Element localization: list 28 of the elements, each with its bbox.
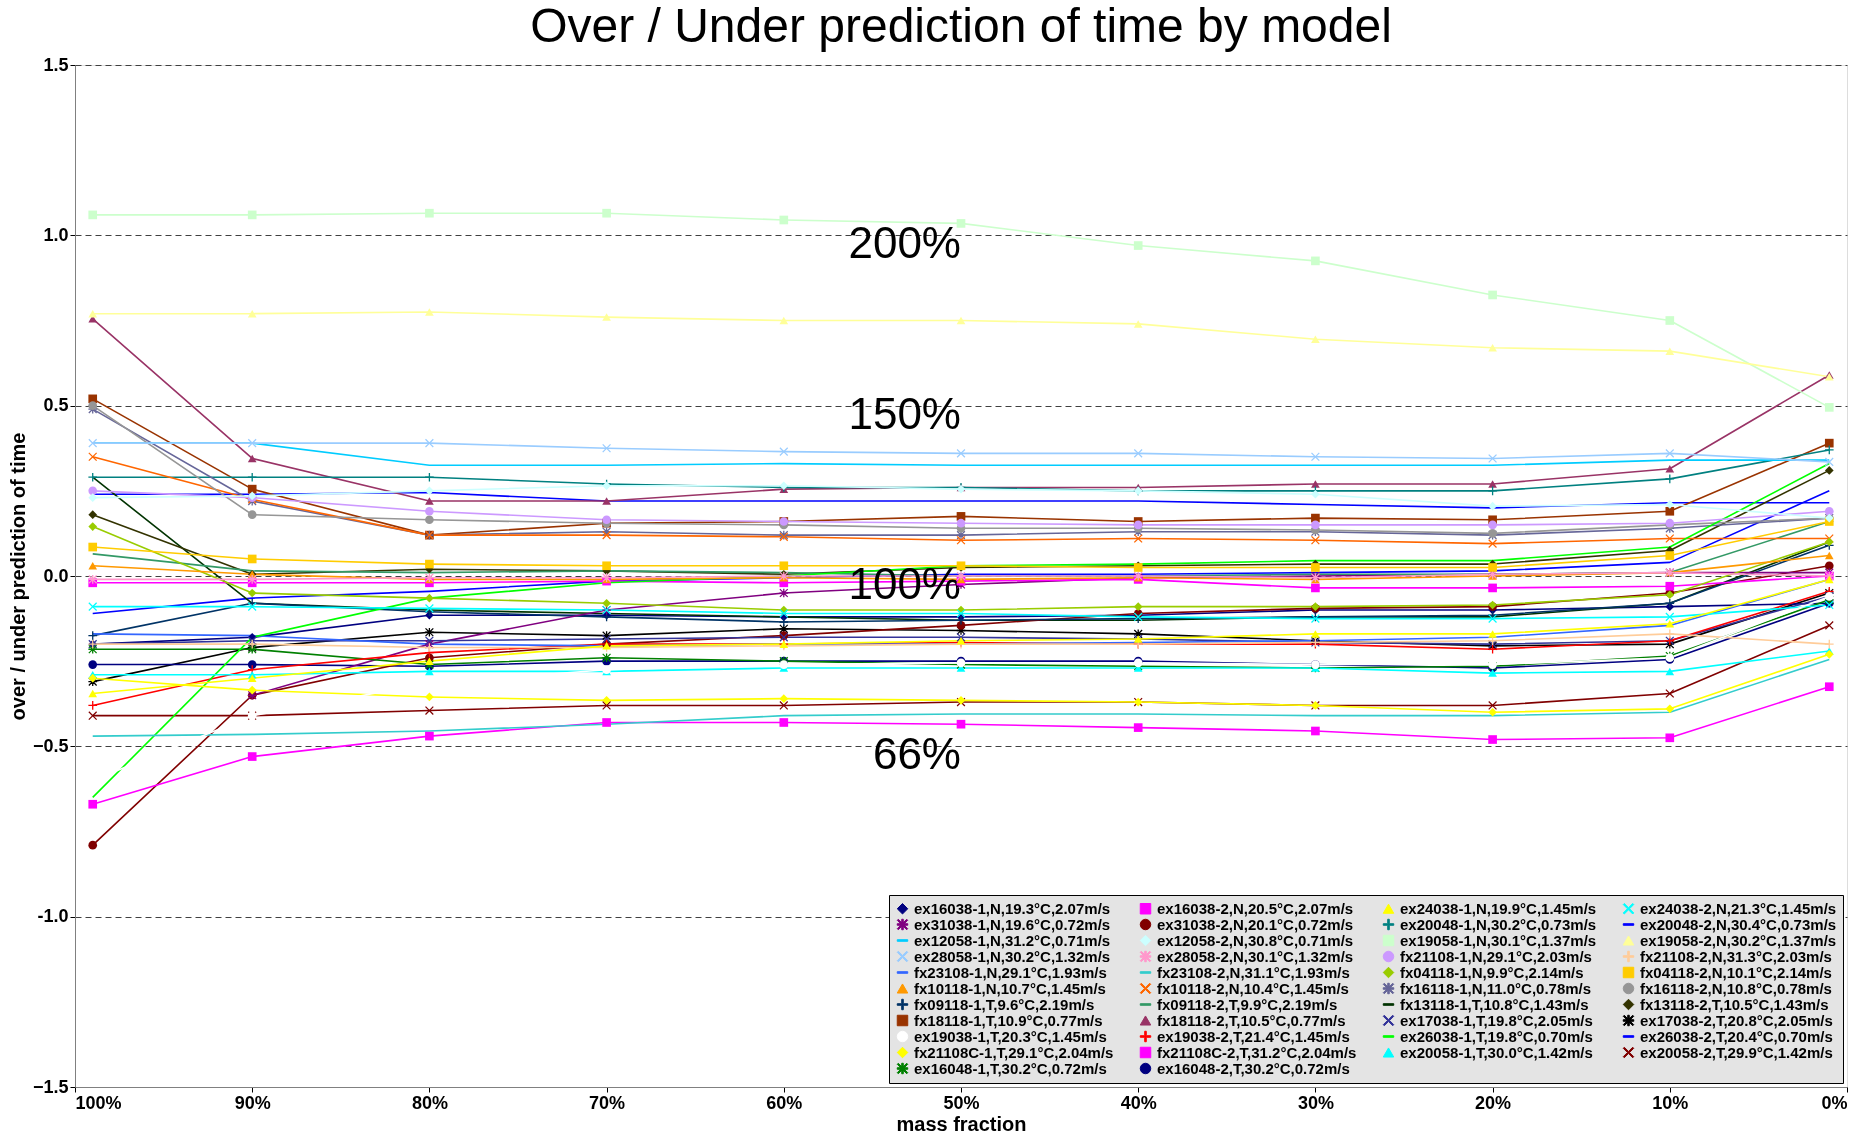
x-tick-label: 30% bbox=[1297, 1092, 1334, 1113]
x-tick-label: 70% bbox=[589, 1092, 626, 1113]
y-tick-label: 0.5 bbox=[43, 395, 69, 416]
annotation: 66% bbox=[872, 729, 961, 779]
x-tick-label: 60% bbox=[766, 1092, 803, 1113]
legend-label: ex16038-1,N,19.3°C,2.07m/s bbox=[914, 899, 1111, 917]
y-tick-label: 0.0 bbox=[43, 565, 69, 586]
x-tick-label: 80% bbox=[411, 1092, 448, 1113]
legend-label: ex24038-1,N,19.9°C,1.45m/s bbox=[1400, 899, 1597, 917]
y-tick-label: −1.5 bbox=[32, 1076, 69, 1097]
x-tick-label: 90% bbox=[234, 1092, 271, 1113]
y-tick-label: −0.5 bbox=[32, 735, 69, 756]
y-tick-label: 1.5 bbox=[43, 54, 69, 75]
x-tick-label: 0% bbox=[1821, 1092, 1848, 1113]
annotation: 150% bbox=[848, 388, 961, 438]
x-tick-label: 100% bbox=[75, 1092, 122, 1113]
x-tick-label: 40% bbox=[1120, 1092, 1157, 1113]
y-tick-label: -1.0 bbox=[37, 906, 69, 927]
legend-label: ex24038-2,N,21.3°C,1.45m/s bbox=[1640, 899, 1837, 917]
x-tick-label: 50% bbox=[943, 1092, 980, 1113]
chart-title: Over / Under prediction of time by model bbox=[530, 0, 1392, 52]
legend-label: ex16038-2,N,20.5°C,2.07m/s bbox=[1157, 899, 1354, 917]
x-axis-title: mass fraction bbox=[896, 1112, 1027, 1135]
x-tick-label: 10% bbox=[1652, 1092, 1689, 1113]
annotation: 200% bbox=[848, 218, 961, 268]
y-axis-title: over / under prediction of time bbox=[6, 432, 29, 721]
y-tick-label: 1.0 bbox=[43, 224, 69, 245]
x-tick-label: 20% bbox=[1475, 1092, 1512, 1113]
